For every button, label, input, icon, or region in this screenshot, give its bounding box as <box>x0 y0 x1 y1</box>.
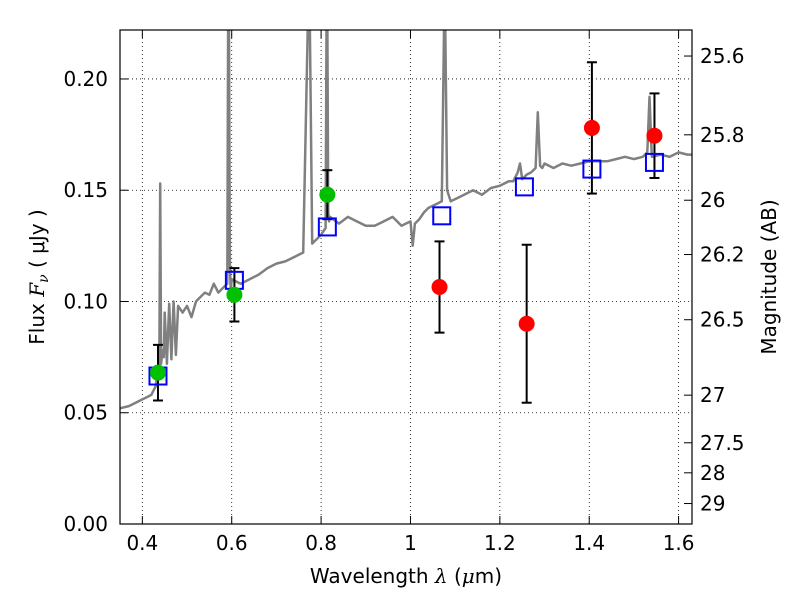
y-tick-label: 0.20 <box>63 67 108 91</box>
x-axis-label-prefix: Wavelength <box>310 564 435 588</box>
x-axis-unit-mu: μ <box>462 564 475 588</box>
model-photometry-square <box>644 152 664 172</box>
y-axis-symbol-F: F <box>25 282 49 298</box>
x-tick-label: 1.2 <box>484 531 516 555</box>
y-axis-label-prefix: Flux <box>25 297 49 345</box>
model-photometry-square <box>432 206 452 226</box>
x-axis-label: Wavelength λ (μm) <box>310 564 502 588</box>
x-tick-label: 0.6 <box>216 531 248 555</box>
x-tick-label: 1.6 <box>663 531 695 555</box>
optical-data-point <box>319 186 336 203</box>
x-axis-unit-rest: m) <box>475 564 502 588</box>
y2-tick-label: 26 <box>700 188 725 212</box>
y-tick-label: 0.15 <box>63 178 108 202</box>
x-axis-lambda: λ <box>434 564 448 588</box>
y-tick-label: 0.05 <box>63 401 108 425</box>
model-spectrum-line <box>120 30 692 410</box>
x-tick-label: 0.4 <box>126 531 158 555</box>
plot-area <box>120 30 692 410</box>
optical-data-point <box>149 364 166 381</box>
y2-tick-label: 28 <box>700 461 725 485</box>
y2-axis-label: Magnitude (AB) <box>757 199 781 354</box>
y-axis: 0.00 0.05 0.10 0.15 0.20 <box>63 67 128 536</box>
plot-marks <box>120 30 692 410</box>
nir-data-point <box>583 119 600 136</box>
y2-tick-label: 25.6 <box>700 44 745 68</box>
y-tick-label: 0.00 <box>63 512 108 536</box>
optical-data-point <box>226 286 243 303</box>
y2-tick-label: 26.2 <box>700 243 745 267</box>
y2-tick-label: 26.5 <box>700 308 745 332</box>
model-photometry-square <box>514 177 534 197</box>
y2-tick-label: 27.5 <box>700 431 745 455</box>
nir-data-point <box>646 127 663 144</box>
model-photometry-square <box>582 159 602 179</box>
axes-frame <box>119 29 693 525</box>
y2-tick-label: 27 <box>700 383 725 407</box>
model-photometry-square <box>317 217 337 237</box>
y2-axis-magnitude: 25.6 25.8 26 26.2 26.5 27 27.5 28 29 <box>684 44 745 516</box>
nir-data-point <box>518 315 535 332</box>
y-axis-symbol-nu: ν <box>36 274 52 283</box>
y-tick-label: 0.10 <box>63 289 108 313</box>
nir-data-point <box>431 279 448 296</box>
y2-tick-label: 25.8 <box>700 123 745 147</box>
y-axis-unit: ( μJy ) <box>25 209 49 274</box>
x-tick-label: 1.4 <box>573 531 605 555</box>
grid-lines <box>120 30 692 525</box>
y-axis-label: Flux Fν ( μJy ) <box>25 209 52 344</box>
x-axis-unit-open: ( <box>448 564 462 588</box>
x-tick-label: 1 <box>404 531 417 555</box>
y2-tick-label: 29 <box>700 492 725 516</box>
x-axis: 0.4 0.6 0.8 1 1.2 1.4 1.6 <box>126 30 695 555</box>
x-tick-label: 0.8 <box>305 531 337 555</box>
